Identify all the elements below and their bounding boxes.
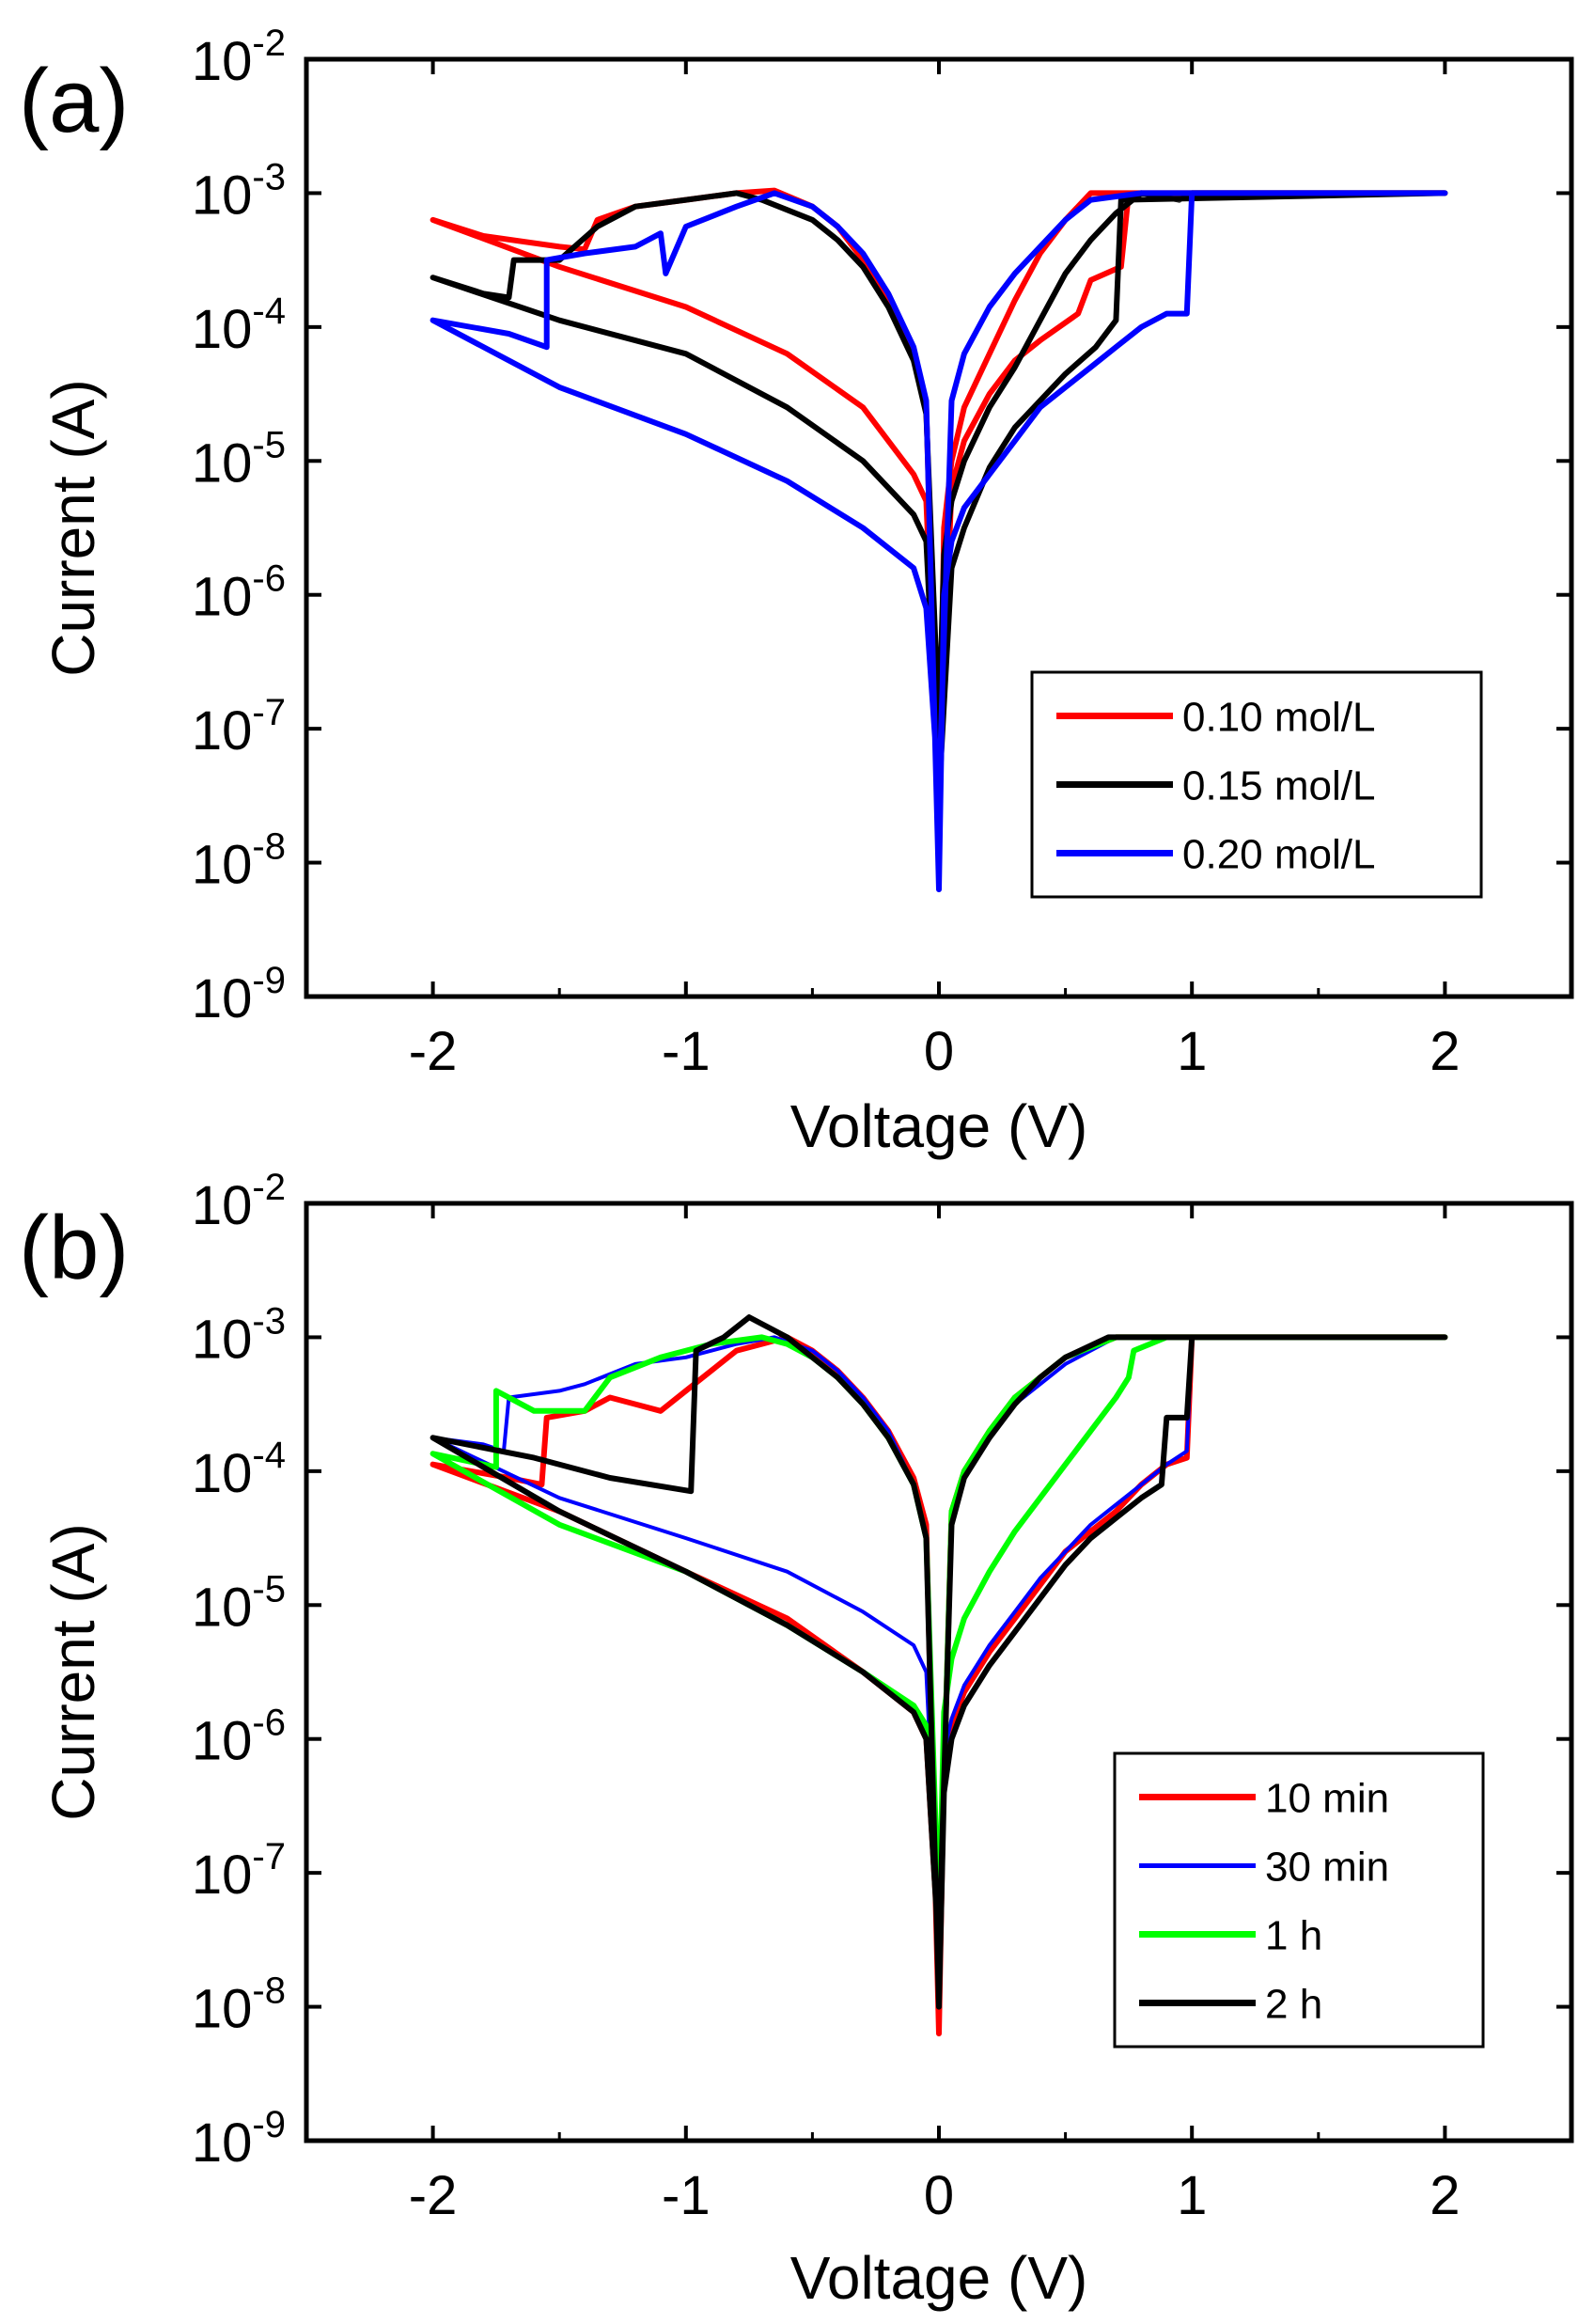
series-line-0-20-mol-l [430, 190, 1448, 893]
x-axis-label: Voltage (V) [790, 2244, 1088, 2312]
x-tick-label: -1 [662, 1021, 711, 1082]
x-tick-label: -2 [409, 2165, 458, 2226]
legend-entry: 0.20 mol/L [1182, 832, 1375, 878]
panel-label: (a) [19, 51, 129, 151]
plot-area [430, 1314, 1448, 2037]
x-tick-label: 0 [924, 2165, 954, 2226]
x-tick-label: -2 [409, 1021, 458, 1082]
plot-area [430, 187, 1448, 893]
y-tick-label: 10-2 [192, 23, 286, 92]
y-tick-label: 10-6 [192, 558, 286, 628]
y-tick-label: 10-2 [192, 1167, 286, 1236]
legend-entry: 1 h [1265, 1913, 1322, 1959]
y-tick-label: 10-5 [192, 1568, 286, 1638]
y-tick-label: 10-5 [192, 424, 286, 494]
legend: 10 min 30 min 1 h 2 h [1113, 1751, 1485, 2049]
legend-box [1113, 1751, 1485, 2049]
y-tick-label: 10-3 [192, 1300, 286, 1370]
y-tick-label: 10-9 [192, 2104, 286, 2174]
x-tick-label: 0 [924, 1021, 954, 1082]
y-tick-label: 10-3 [192, 156, 286, 226]
x-tick-label: 2 [1430, 2165, 1460, 2226]
legend-entry: 0.15 mol/L [1182, 763, 1375, 809]
x-axis-label: Voltage (V) [790, 1092, 1088, 1160]
legend-entry: 0.10 mol/L [1182, 695, 1375, 741]
x-tick-label: 1 [1177, 1021, 1207, 1082]
panel-b: -2 -1 0 1 2 10-9 10-8 10-7 10-6 10-5 10-4 10-3 10-2 V… [19, 1167, 1574, 2312]
legend-entry: 30 min [1265, 1845, 1389, 1891]
y-axis-label: Current (A) [39, 1523, 107, 1821]
legend-entry: 2 h [1265, 1982, 1322, 2028]
y-axis-label: Current (A) [39, 379, 107, 677]
x-tick-label: -1 [662, 2165, 711, 2226]
y-tick-label: 10-7 [192, 1836, 286, 1906]
y-tick-label: 10-4 [192, 290, 286, 360]
y-tick-label: 10-4 [192, 1435, 286, 1504]
x-tick-label: 2 [1430, 1021, 1460, 1082]
series-line-1-h [430, 1334, 1448, 1956]
legend-entry: 10 min [1265, 1776, 1389, 1822]
series-line-2-h [430, 1314, 1448, 2010]
panel-a: -2 -1 0 1 2 10-9 10-8 10-7 10-6 10-5 10-4 10-3 10-2 V… [19, 23, 1574, 1160]
y-tick-label: 10-6 [192, 1703, 286, 1772]
y-tick-label: 10-8 [192, 1971, 286, 2040]
y-tick-label: 10-8 [192, 826, 286, 896]
x-tick-label: 1 [1177, 2165, 1207, 2226]
legend: 0.10 mol/L 0.15 mol/L 0.20 mol/L [1030, 670, 1483, 899]
y-tick-label: 10-7 [192, 692, 286, 762]
y-tick-label: 10-9 [192, 960, 286, 1029]
panel-label: (b) [19, 1198, 129, 1298]
